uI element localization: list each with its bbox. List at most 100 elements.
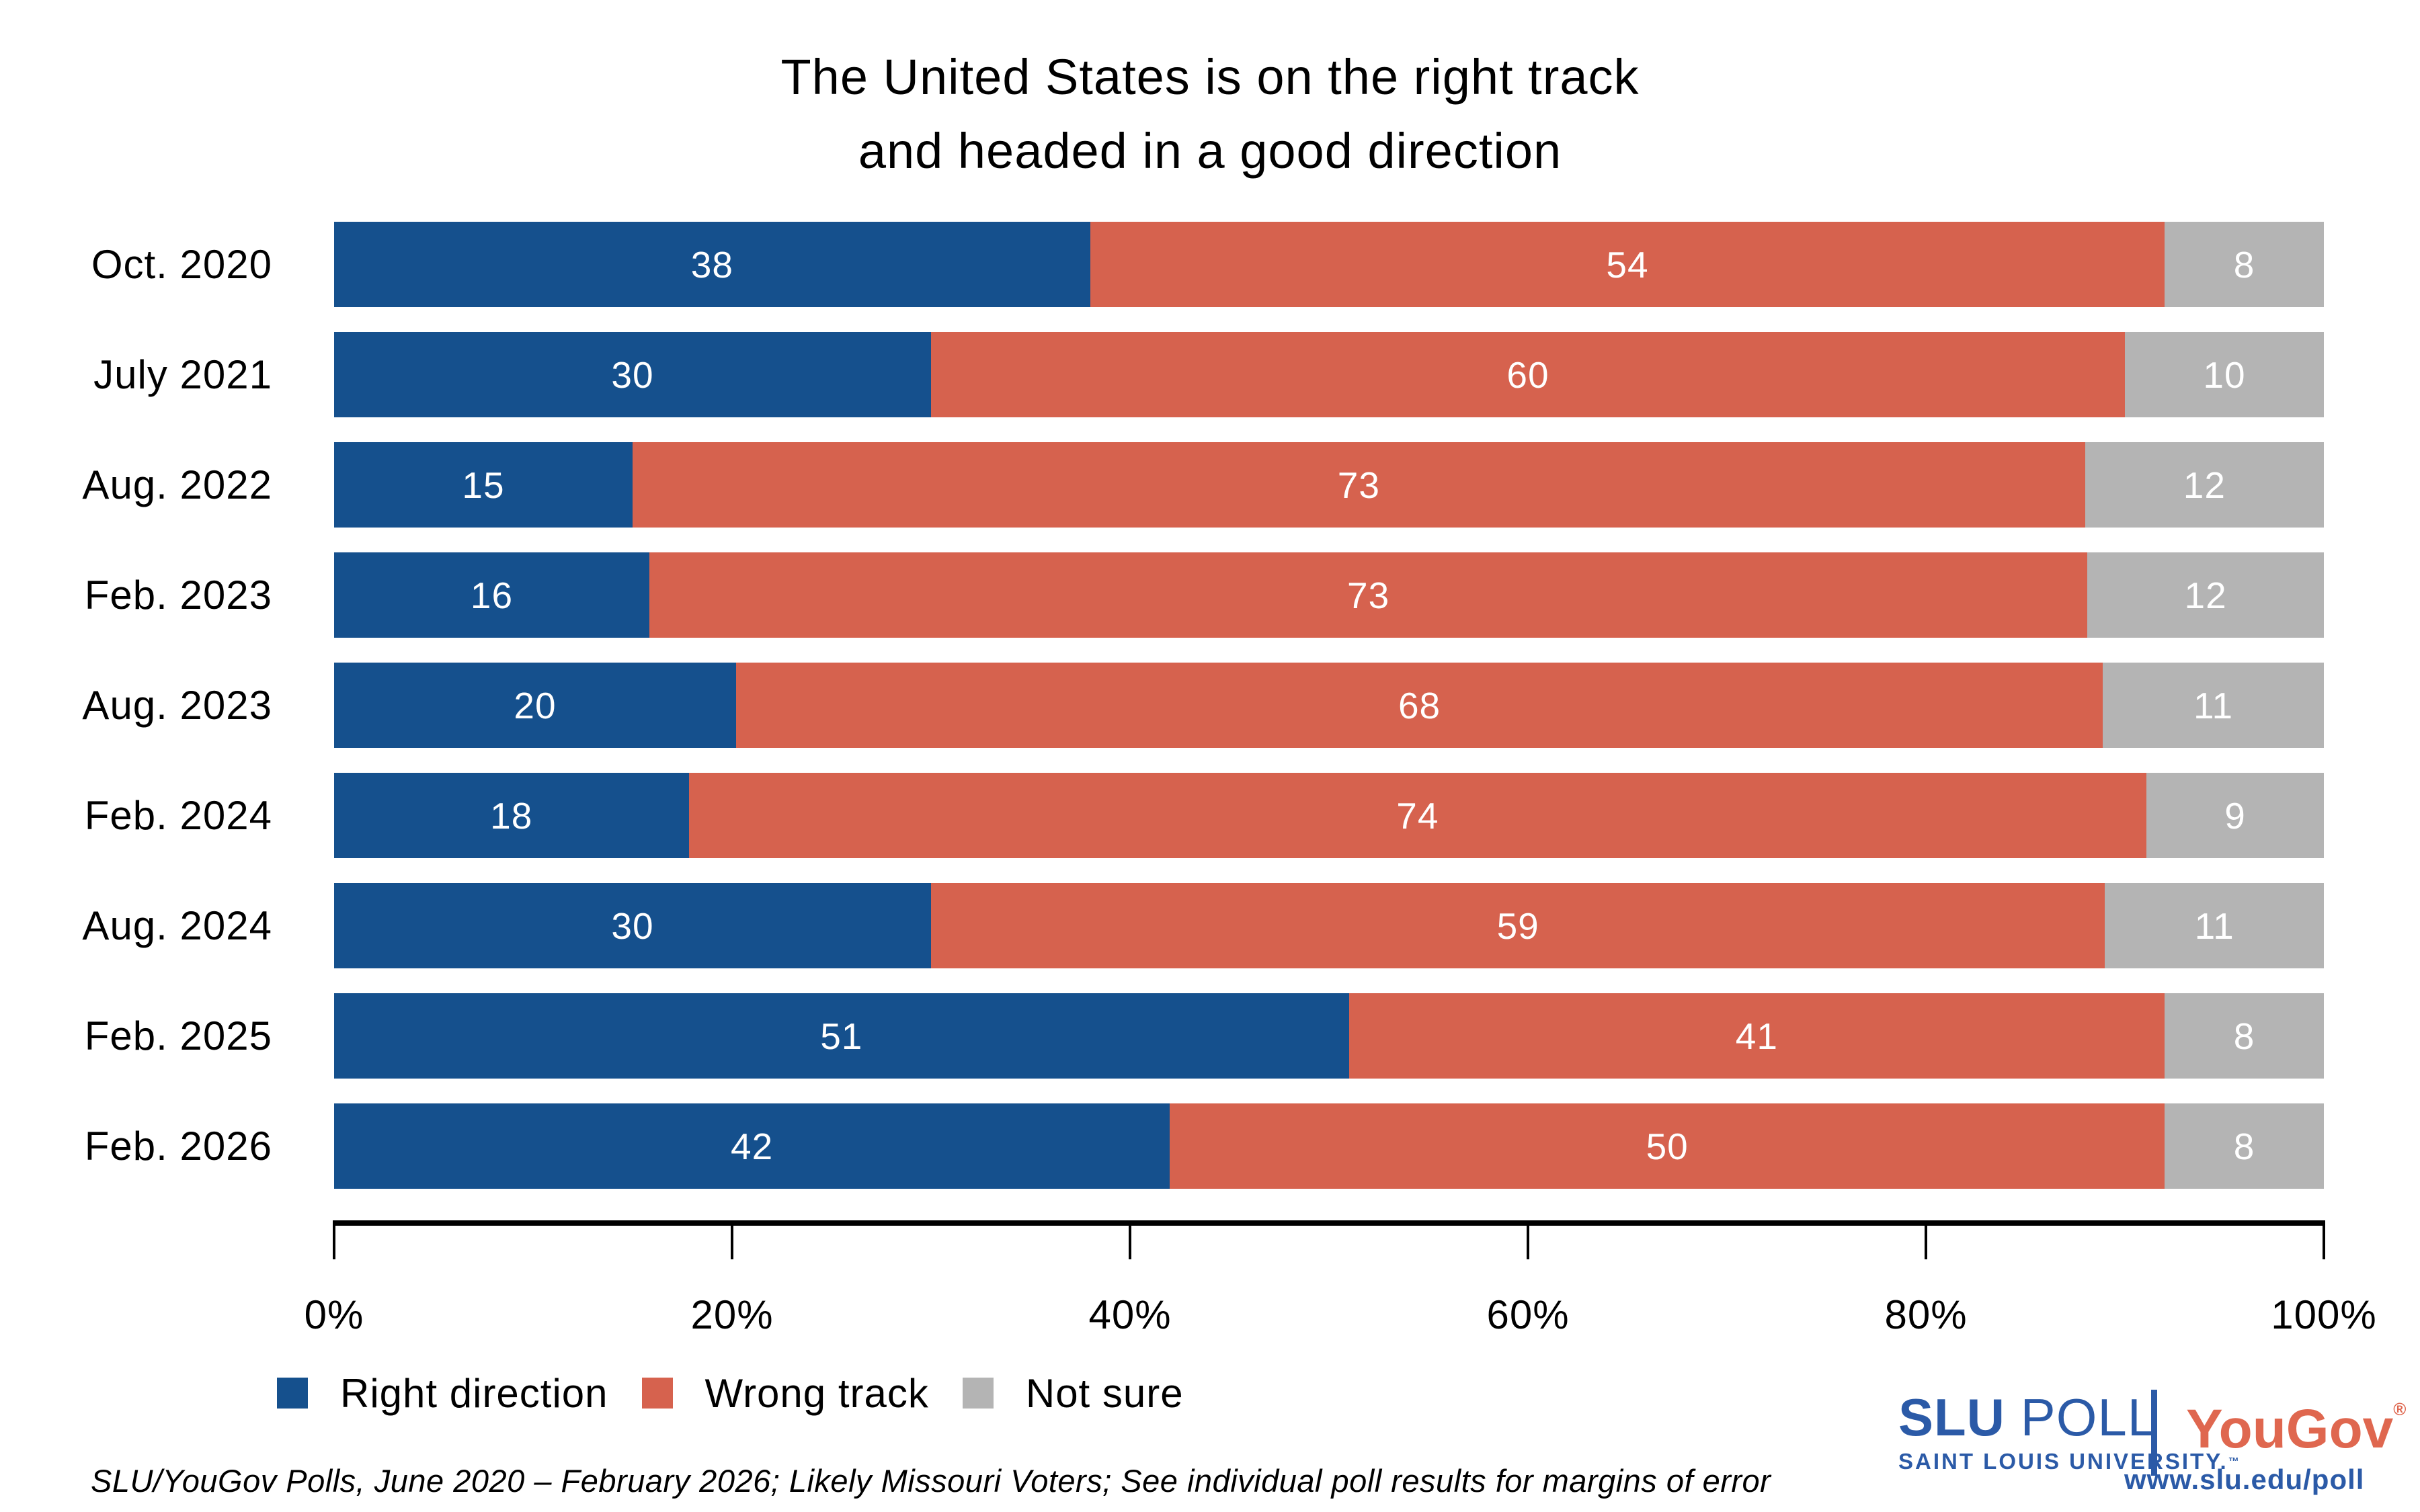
stacked-bar-chart: Oct. 2020 38 54 8 July 2021 30 60 10 Aug. 2022 15… (0, 222, 2324, 1189)
bar-value-label: 16 (470, 574, 514, 616)
bar-value-label: 9 (2224, 794, 2246, 837)
bar-value-label: 8 (2233, 1125, 2255, 1167)
bar-segment-not-sure: 10 (2125, 332, 2324, 417)
slu-subtitle: SAINT LOUIS UNIVERSITY.™ (1898, 1449, 2239, 1474)
x-axis-tick-label: 100% (2271, 1292, 2377, 1337)
chart-title: The United States is on the right track … (0, 40, 2420, 188)
category-label: Feb. 2026 (84, 1124, 272, 1169)
bar-segment-not-sure: 12 (2085, 442, 2324, 528)
x-axis-tick (1925, 1220, 1927, 1259)
chart-row-feb-2026: Feb. 2026 42 50 8 (0, 1103, 2324, 1189)
category-label: Feb. 2023 (84, 573, 272, 618)
chart-row-aug-2022: Aug. 2022 15 73 12 (0, 442, 2324, 528)
bar-value-label: 41 (1735, 1015, 1778, 1057)
chart-row-oct-2020: Oct. 2020 38 54 8 (0, 222, 2324, 307)
chart-title-line2: and headed in a good direction (858, 123, 1562, 179)
branding: SLU POLL SAINT LOUIS UNIVERSITY.™ YouGov… (1898, 1384, 2406, 1505)
bar-value-label: 68 (1398, 684, 1441, 726)
bar-track: 15 73 12 (334, 442, 2324, 528)
yougov-logo: YouGov® (2186, 1400, 2406, 1457)
category-label: Aug. 2023 (82, 683, 272, 728)
category-label: July 2021 (93, 352, 272, 397)
chart-row-feb-2023: Feb. 2023 16 73 12 (0, 552, 2324, 638)
slu-poll-logo: SLU POLL (1898, 1391, 2157, 1443)
chart-row-feb-2024: Feb. 2024 18 74 9 (0, 773, 2324, 858)
bar-value-label: 74 (1396, 794, 1439, 837)
bar-track: 51 41 8 (334, 993, 2324, 1079)
x-axis-line (334, 1220, 2324, 1226)
bar-segment-wrong-track: 73 (649, 552, 2088, 638)
category-label: Feb. 2024 (84, 793, 272, 838)
bar-segment-wrong-track: 59 (931, 883, 2105, 968)
x-axis-tick-label: 60% (1486, 1292, 1570, 1337)
bar-segment-wrong-track: 74 (688, 773, 2147, 858)
source-note: SLU/YouGov Polls, June 2020 – February 2… (91, 1463, 1771, 1499)
legend-swatch-right-direction (277, 1378, 308, 1409)
bar-segment-right-direction: 51 (334, 993, 1349, 1079)
bar-segment-right-direction: 38 (334, 222, 1090, 307)
bar-value-label: 50 (1646, 1125, 1689, 1167)
bar-value-label: 10 (2203, 353, 2246, 396)
bar-value-label: 12 (2183, 464, 2226, 506)
x-axis-tick (333, 1220, 335, 1259)
bar-segment-wrong-track: 60 (931, 332, 2125, 417)
chart-title-line1: The United States is on the right track (780, 49, 1640, 105)
legend-swatch-wrong-track (641, 1378, 673, 1409)
bar-segment-right-direction: 30 (334, 883, 931, 968)
bar-value-label: 11 (2194, 905, 2234, 947)
legend-swatch-not-sure (962, 1378, 994, 1409)
bar-segment-not-sure: 8 (2165, 993, 2324, 1079)
bar-value-label: 54 (1606, 243, 1649, 286)
x-axis-tick-label: 20% (690, 1292, 774, 1337)
legend-label: Right direction (340, 1370, 608, 1416)
bar-track: 16 73 12 (334, 552, 2324, 638)
bar-value-label: 30 (611, 353, 654, 396)
bar-segment-not-sure: 8 (2165, 222, 2324, 307)
x-axis-tick (2323, 1220, 2325, 1259)
legend: Right direction Wrong track Not sure (277, 1370, 1184, 1417)
category-label: Aug. 2024 (82, 903, 272, 948)
bar-segment-wrong-track: 68 (735, 663, 2103, 748)
bar-value-label: 20 (514, 684, 557, 726)
bar-value-label: 30 (611, 905, 654, 947)
bar-value-label: 11 (2193, 684, 2234, 726)
bar-track: 30 59 11 (334, 883, 2324, 968)
slu-poll-logo-poll: POLL (2005, 1388, 2158, 1447)
category-label: Feb. 2025 (84, 1013, 272, 1058)
bar-segment-right-direction: 16 (334, 552, 649, 638)
bar-segment-wrong-track: 50 (1170, 1103, 2165, 1189)
bar-value-label: 12 (2184, 574, 2227, 616)
chart-row-feb-2025: Feb. 2025 51 41 8 (0, 993, 2324, 1079)
bar-segment-not-sure: 11 (2103, 663, 2324, 748)
bar-track: 18 74 9 (334, 773, 2324, 858)
category-label: Oct. 2020 (91, 242, 272, 287)
bar-value-label: 8 (2233, 1015, 2255, 1057)
logo-divider (2151, 1390, 2157, 1476)
legend-item-right-direction: Right direction (277, 1370, 608, 1417)
bar-value-label: 18 (490, 794, 533, 837)
bar-value-label: 60 (1506, 353, 1549, 396)
bar-segment-not-sure: 8 (2165, 1103, 2324, 1189)
bar-track: 38 54 8 (334, 222, 2324, 307)
bar-value-label: 59 (1496, 905, 1539, 947)
category-label: Aug. 2022 (82, 462, 272, 507)
bar-value-label: 8 (2233, 243, 2255, 286)
bar-segment-right-direction: 42 (334, 1103, 1170, 1189)
registered-symbol: ® (2393, 1399, 2407, 1419)
bar-track: 42 50 8 (334, 1103, 2324, 1189)
x-axis-tick (1527, 1220, 1529, 1259)
bar-value-label: 42 (731, 1125, 774, 1167)
bar-track: 20 68 11 (334, 663, 2324, 748)
chart-row-july-2021: July 2021 30 60 10 (0, 332, 2324, 417)
x-axis (333, 1220, 2325, 1261)
legend-item-not-sure: Not sure (962, 1370, 1184, 1417)
bar-value-label: 73 (1337, 464, 1380, 506)
bar-segment-wrong-track: 41 (1348, 993, 2165, 1079)
bar-segment-wrong-track: 73 (633, 442, 2085, 528)
bar-segment-right-direction: 20 (334, 663, 736, 748)
bar-segment-not-sure: 9 (2146, 773, 2324, 858)
x-axis-tick (731, 1220, 733, 1259)
legend-label: Wrong track (704, 1370, 929, 1416)
trademark-symbol: ™ (2228, 1456, 2239, 1468)
